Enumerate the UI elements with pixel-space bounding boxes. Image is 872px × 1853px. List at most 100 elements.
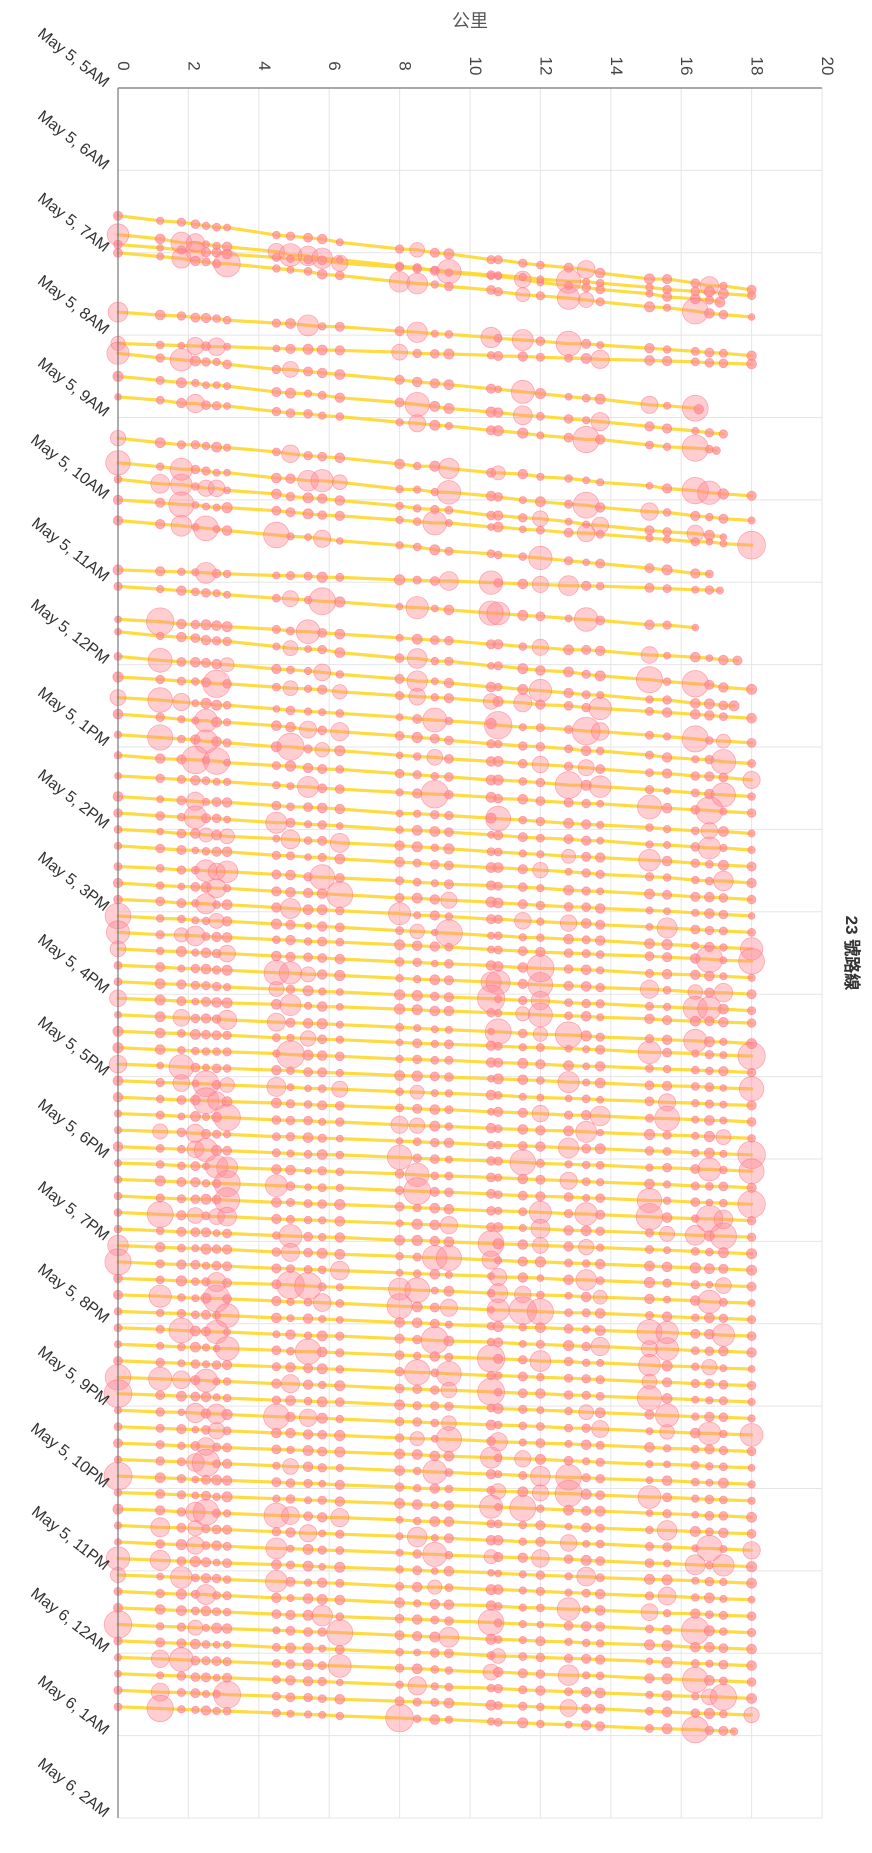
stop-marker bbox=[518, 1224, 527, 1233]
stop-marker bbox=[394, 939, 406, 951]
stop-marker bbox=[190, 656, 201, 668]
stop-marker bbox=[443, 1285, 455, 1297]
y-tick-label: May 5, 4PM bbox=[34, 931, 112, 997]
stop-marker bbox=[154, 978, 166, 990]
stop-marker bbox=[719, 972, 728, 981]
stop-marker bbox=[492, 1320, 504, 1333]
stop-marker bbox=[298, 1408, 318, 1427]
stop-marker bbox=[394, 768, 405, 779]
stop-marker bbox=[697, 836, 721, 860]
stop-marker bbox=[286, 665, 295, 675]
stop-marker bbox=[746, 1677, 757, 1687]
stop-marker bbox=[493, 1124, 503, 1134]
stop-marker bbox=[691, 941, 700, 951]
stop-marker bbox=[430, 280, 439, 289]
stop-marker bbox=[302, 1560, 314, 1572]
stop-marker bbox=[154, 1604, 166, 1615]
stop-marker bbox=[705, 1610, 714, 1619]
stop-marker bbox=[411, 633, 423, 645]
stop-marker bbox=[645, 1064, 654, 1073]
stop-marker bbox=[302, 1313, 314, 1324]
stop-marker bbox=[211, 1524, 222, 1535]
stop-marker bbox=[222, 1261, 233, 1272]
stop-marker bbox=[581, 1505, 592, 1516]
stop-marker bbox=[285, 473, 296, 484]
stop-marker bbox=[691, 1412, 700, 1421]
stop-marker bbox=[334, 1429, 346, 1442]
stop-marker bbox=[493, 1618, 503, 1628]
stop-marker bbox=[535, 900, 546, 911]
x-tick-label: 4 bbox=[255, 61, 274, 70]
stop-marker bbox=[564, 1588, 573, 1597]
stop-marker bbox=[329, 833, 350, 853]
stop-marker bbox=[219, 657, 235, 673]
stop-marker bbox=[191, 1046, 200, 1056]
stop-marker bbox=[681, 725, 709, 753]
stop-marker bbox=[518, 995, 528, 1006]
stop-marker bbox=[536, 1504, 545, 1513]
stop-marker bbox=[201, 1656, 211, 1666]
stop-marker bbox=[662, 873, 672, 882]
stop-marker bbox=[221, 621, 233, 633]
stop-marker bbox=[412, 1153, 422, 1163]
stop-marker bbox=[313, 529, 332, 548]
stop-marker bbox=[705, 1182, 714, 1191]
stop-marker bbox=[411, 825, 423, 836]
stop-marker bbox=[518, 1438, 527, 1447]
stop-marker bbox=[590, 349, 610, 369]
stop-marker bbox=[661, 1377, 673, 1388]
stop-marker bbox=[596, 1358, 605, 1367]
stop-marker bbox=[286, 1709, 295, 1718]
stop-marker bbox=[271, 593, 281, 603]
stop-marker bbox=[719, 1100, 728, 1109]
stop-marker bbox=[662, 584, 672, 594]
stop-marker bbox=[211, 931, 222, 943]
stop-marker bbox=[486, 270, 496, 280]
stop-marker bbox=[318, 322, 327, 331]
stop-marker bbox=[335, 1529, 345, 1539]
stop-marker bbox=[536, 1406, 545, 1415]
stop-marker bbox=[594, 1325, 606, 1336]
stop-marker bbox=[172, 1370, 191, 1390]
stop-marker bbox=[564, 1044, 573, 1053]
stop-marker bbox=[492, 521, 504, 533]
stop-marker bbox=[704, 1378, 715, 1389]
stop-marker bbox=[335, 255, 344, 264]
stop-marker bbox=[691, 1692, 700, 1701]
stop-marker bbox=[596, 478, 605, 487]
stop-marker bbox=[747, 1595, 756, 1604]
y-tick-label: May 6, 2AM bbox=[34, 1755, 112, 1821]
stop-marker bbox=[703, 1036, 715, 1048]
stop-marker bbox=[493, 1683, 503, 1694]
stop-marker bbox=[223, 590, 232, 599]
stop-marker bbox=[303, 1001, 313, 1010]
stop-marker bbox=[155, 712, 165, 722]
stop-marker bbox=[412, 517, 422, 526]
stop-markers bbox=[103, 210, 766, 1744]
stop-marker bbox=[429, 348, 440, 359]
stop-marker bbox=[640, 979, 660, 999]
stop-marker bbox=[704, 925, 715, 936]
stop-marker bbox=[581, 1143, 592, 1154]
stop-marker bbox=[493, 1387, 503, 1397]
stop-marker bbox=[719, 1676, 728, 1686]
stop-marker bbox=[412, 542, 422, 552]
stop-marker bbox=[518, 1207, 528, 1217]
stop-marker bbox=[394, 673, 405, 684]
stop-marker bbox=[582, 1194, 591, 1203]
stop-marker bbox=[303, 744, 313, 754]
stop-marker bbox=[661, 1723, 673, 1735]
stop-marker bbox=[303, 1578, 313, 1587]
stop-marker bbox=[563, 817, 574, 829]
stop-marker bbox=[563, 1225, 574, 1236]
stop-marker bbox=[582, 1605, 591, 1614]
stop-marker bbox=[493, 945, 503, 955]
stop-marker bbox=[429, 974, 441, 986]
stop-marker bbox=[718, 826, 729, 837]
stop-marker bbox=[285, 934, 296, 946]
stop-marker bbox=[718, 1445, 729, 1456]
stop-marker bbox=[641, 1340, 659, 1358]
stop-marker bbox=[747, 291, 757, 301]
stop-marker bbox=[285, 1362, 296, 1373]
stop-marker bbox=[212, 1641, 221, 1649]
